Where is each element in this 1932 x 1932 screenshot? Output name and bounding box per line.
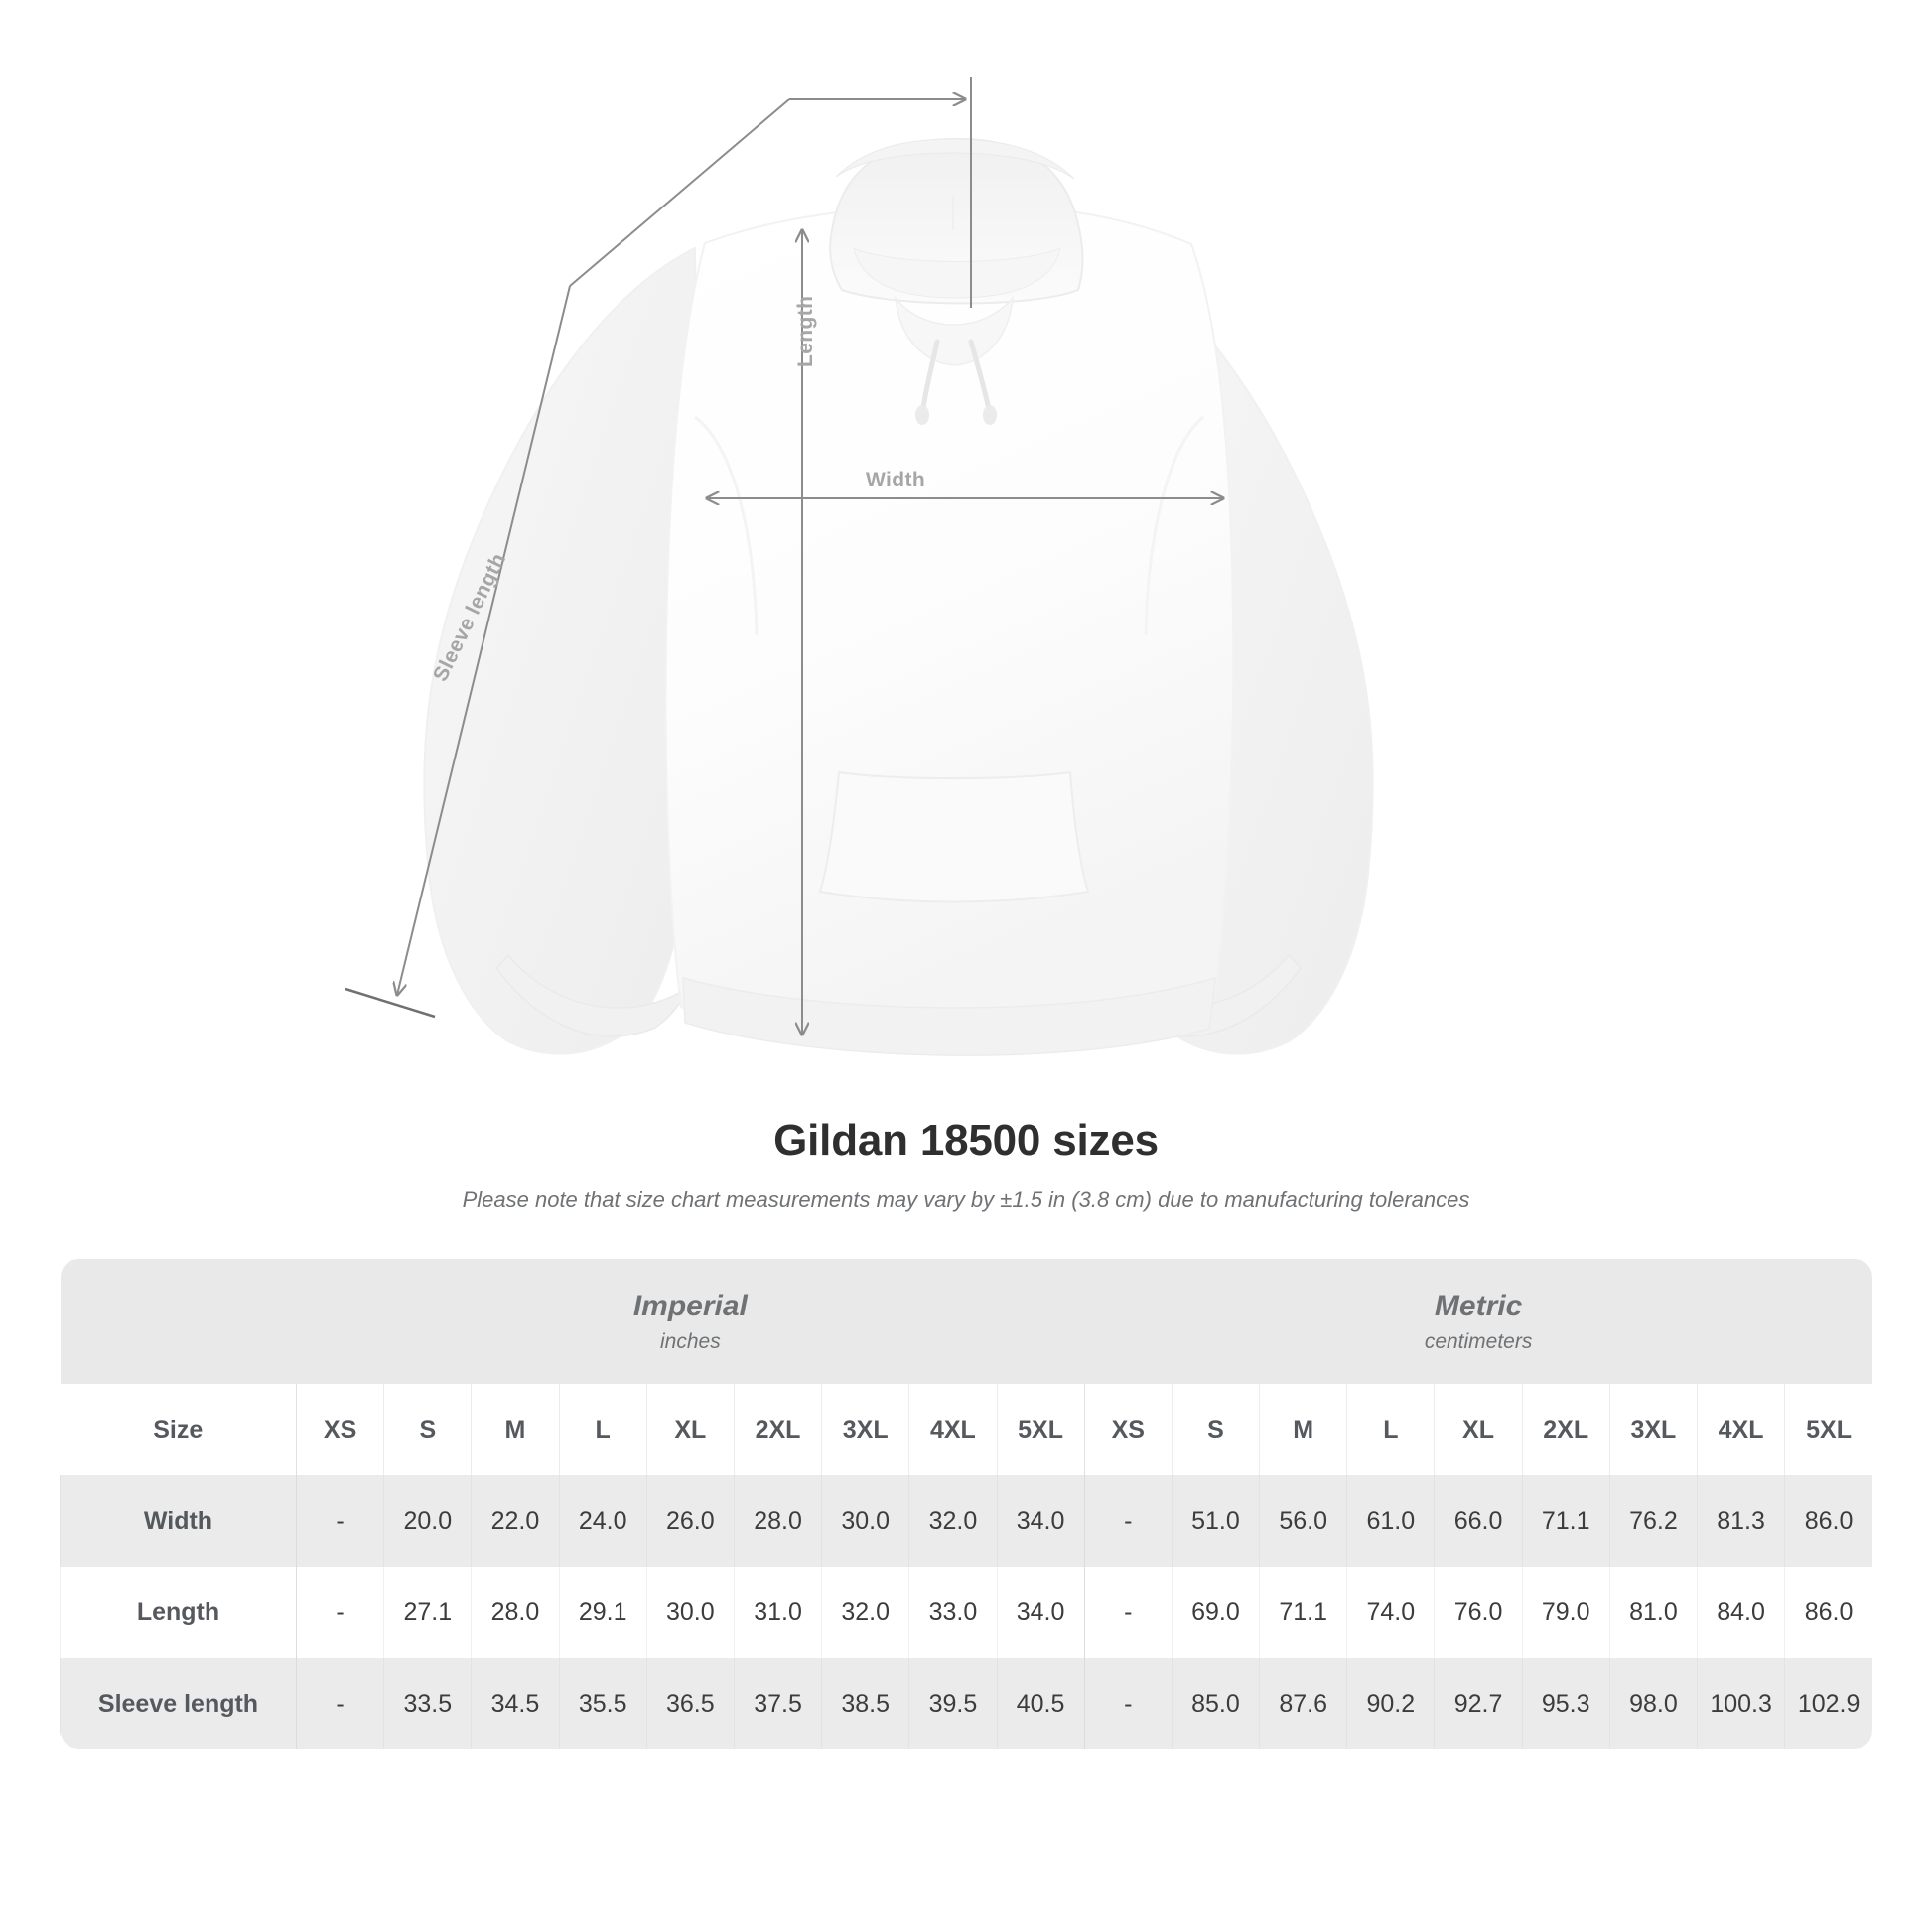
cell-length-imperial-3xl: 32.0 <box>821 1567 909 1658</box>
cell-length-metric-m: 71.1 <box>1259 1567 1347 1658</box>
measurement-lines <box>345 77 1932 1112</box>
size-column-header-metric-xl: XL <box>1434 1384 1523 1475</box>
length-label: Length <box>794 295 817 367</box>
cell-length-metric-xl: 76.0 <box>1434 1567 1523 1658</box>
cell-width-metric-2xl: 71.1 <box>1521 1475 1610 1567</box>
cell-width-metric-5xl: 86.0 <box>1784 1475 1872 1567</box>
cell-sleeve-length-metric-4xl: 100.3 <box>1696 1658 1785 1749</box>
cell-sleeve-length-imperial-5xl: 40.5 <box>996 1658 1085 1749</box>
unit-name: Imperial <box>632 1289 748 1322</box>
cell-length-metric-4xl: 84.0 <box>1696 1567 1785 1658</box>
cell-width-imperial-s: 20.0 <box>383 1475 472 1567</box>
size-header-row: Size XS S M L XL 2XL 3XL 4XL 5XL XS S M L XL 2XL 3XL 4XL 5… <box>60 1384 1872 1475</box>
size-column-header-imperial-5xl: 5XL <box>996 1384 1085 1475</box>
cell-length-metric-xs: - <box>1083 1567 1173 1658</box>
size-column-header-metric-s: S <box>1171 1384 1260 1475</box>
cell-width-imperial-5xl: 34.0 <box>996 1475 1085 1567</box>
table-row: Length -27.1 28.0 29.1 30.0 31.0 32.0 33.0 34.0-… <box>60 1567 1872 1658</box>
table-row: Width -20.0 22.0 24.0 26.0 28.0 30.0 32.0 34.0-5… <box>60 1475 1872 1567</box>
cell-sleeve-length-imperial-xl: 36.5 <box>645 1658 735 1749</box>
cell-length-imperial-4xl: 33.0 <box>908 1567 997 1658</box>
cell-width-imperial-3xl: 30.0 <box>821 1475 909 1567</box>
cell-width-metric-xl: 66.0 <box>1434 1475 1523 1567</box>
size-column-header-imperial-3xl: 3XL <box>821 1384 909 1475</box>
cell-length-metric-3xl: 81.0 <box>1608 1567 1698 1658</box>
cell-width-imperial-xs: - <box>295 1475 384 1567</box>
size-column-header-metric-l: L <box>1346 1384 1435 1475</box>
size-column-header-metric-2xl: 2XL <box>1521 1384 1610 1475</box>
cell-length-imperial-xs: - <box>295 1567 384 1658</box>
cell-sleeve-length-imperial-m: 34.5 <box>471 1658 560 1749</box>
size-column-header-imperial-xs: XS <box>295 1384 384 1475</box>
cell-sleeve-length-metric-m: 87.6 <box>1259 1658 1347 1749</box>
cell-width-metric-s: 51.0 <box>1171 1475 1260 1567</box>
cell-sleeve-length-metric-xs: - <box>1083 1658 1173 1749</box>
cell-length-imperial-m: 28.0 <box>471 1567 560 1658</box>
cell-width-imperial-m: 22.0 <box>471 1475 560 1567</box>
cell-length-metric-s: 69.0 <box>1171 1567 1260 1658</box>
unit-subtitle: centimeters <box>1424 1329 1533 1353</box>
cell-sleeve-length-imperial-4xl: 39.5 <box>908 1658 997 1749</box>
cell-length-metric-5xl: 86.0 <box>1784 1567 1872 1658</box>
unit-group-header-metric: Metric centimeters <box>1084 1259 1872 1384</box>
cell-sleeve-length-metric-s: 85.0 <box>1171 1658 1260 1749</box>
cell-sleeve-length-imperial-s: 33.5 <box>383 1658 472 1749</box>
unit-group-header-imperial: Imperial inches <box>296 1259 1085 1384</box>
cell-width-metric-3xl: 76.2 <box>1608 1475 1698 1567</box>
size-column-header-imperial-s: S <box>383 1384 472 1475</box>
cell-width-imperial-2xl: 28.0 <box>733 1475 822 1567</box>
cell-sleeve-length-metric-3xl: 98.0 <box>1608 1658 1698 1749</box>
row-header-sleeve-length: Sleeve length <box>60 1658 297 1749</box>
table-row: Sleeve length -33.5 34.5 35.5 36.5 37.5 38.5 39… <box>60 1658 1872 1749</box>
unit-subtitle: inches <box>659 1329 721 1353</box>
cell-width-metric-xs: - <box>1083 1475 1173 1567</box>
size-chart-table: Imperial inches Metric centimeters Size XS S M L… <box>60 1259 1872 1749</box>
cell-length-imperial-l: 29.1 <box>558 1567 647 1658</box>
cell-sleeve-length-imperial-l: 35.5 <box>558 1658 647 1749</box>
cell-width-metric-4xl: 81.3 <box>1696 1475 1785 1567</box>
size-column-header-imperial-m: M <box>471 1384 560 1475</box>
row-header-length: Length <box>60 1567 297 1658</box>
cell-length-imperial-2xl: 31.0 <box>733 1567 822 1658</box>
cell-width-metric-m: 56.0 <box>1259 1475 1347 1567</box>
size-column-header-metric-4xl: 4XL <box>1696 1384 1785 1475</box>
width-label: Width <box>866 469 926 491</box>
title-block: Gildan 18500 sizes Please note that size… <box>0 1116 1932 1213</box>
cell-sleeve-length-metric-xl: 92.7 <box>1434 1658 1523 1749</box>
cell-width-imperial-xl: 26.0 <box>645 1475 735 1567</box>
cell-sleeve-length-imperial-2xl: 37.5 <box>733 1658 822 1749</box>
cell-sleeve-length-metric-2xl: 95.3 <box>1521 1658 1610 1749</box>
size-column-header-imperial-l: L <box>558 1384 647 1475</box>
cell-length-metric-l: 74.0 <box>1346 1567 1435 1658</box>
cell-sleeve-length-metric-l: 90.2 <box>1346 1658 1435 1749</box>
cell-sleeve-length-imperial-xs: - <box>295 1658 384 1749</box>
size-row-header: Size <box>60 1384 297 1475</box>
cell-width-imperial-l: 24.0 <box>558 1475 647 1567</box>
row-header-width: Width <box>60 1475 297 1567</box>
cell-length-imperial-s: 27.1 <box>383 1567 472 1658</box>
cell-sleeve-length-imperial-3xl: 38.5 <box>821 1658 909 1749</box>
cell-width-imperial-4xl: 32.0 <box>908 1475 997 1567</box>
cell-sleeve-length-metric-5xl: 102.9 <box>1784 1658 1872 1749</box>
size-column-header-metric-5xl: 5XL <box>1784 1384 1872 1475</box>
page-subtitle: Please note that size chart measurements… <box>462 1187 1470 1212</box>
cell-width-metric-l: 61.0 <box>1346 1475 1435 1567</box>
table-corner-cell <box>60 1259 297 1384</box>
size-column-header-metric-xs: XS <box>1083 1384 1173 1475</box>
unit-header-row: Imperial inches Metric centimeters <box>60 1259 1872 1384</box>
hoodie-measurement-diagram: Length Width Sleeve length <box>345 77 1932 1112</box>
size-column-header-metric-m: M <box>1259 1384 1347 1475</box>
cell-length-metric-2xl: 79.0 <box>1521 1567 1610 1658</box>
size-column-header-imperial-4xl: 4XL <box>908 1384 997 1475</box>
unit-name: Metric <box>1434 1289 1523 1322</box>
size-chart-table-wrapper: Imperial inches Metric centimeters Size XS S M L… <box>60 1259 1872 1749</box>
cell-length-imperial-5xl: 34.0 <box>996 1567 1085 1658</box>
size-column-header-imperial-2xl: 2XL <box>733 1384 822 1475</box>
cell-length-imperial-xl: 30.0 <box>645 1567 735 1658</box>
size-column-header-metric-3xl: 3XL <box>1608 1384 1698 1475</box>
page-title: Gildan 18500 sizes <box>773 1116 1159 1165</box>
size-column-header-imperial-xl: XL <box>645 1384 735 1475</box>
